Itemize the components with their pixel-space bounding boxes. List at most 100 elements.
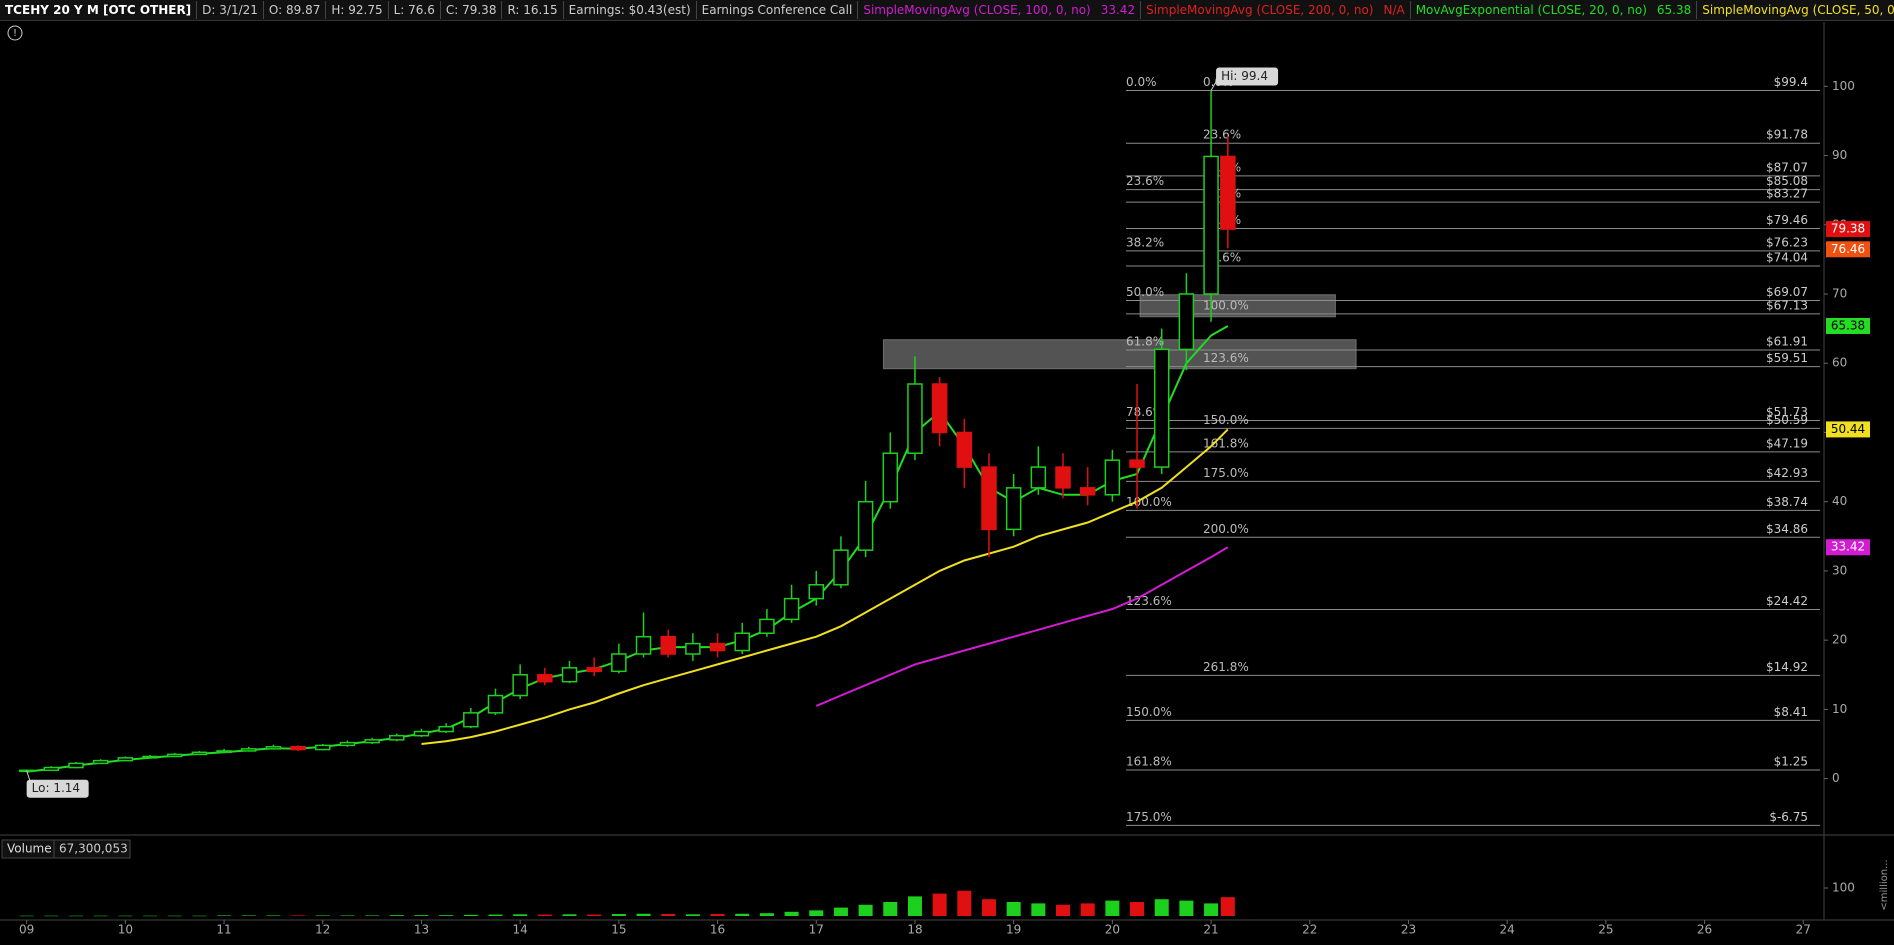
candle-body bbox=[438, 725, 454, 733]
study-reading: 33.42 bbox=[1096, 1, 1142, 19]
volume-bar bbox=[562, 914, 577, 916]
volume-bar bbox=[957, 890, 972, 916]
candle-body bbox=[487, 694, 504, 714]
volume-bar bbox=[69, 915, 83, 917]
x-tick-label: 26 bbox=[1697, 923, 1712, 937]
volume-bar bbox=[537, 914, 552, 916]
candle-body bbox=[907, 383, 923, 454]
alert-icon[interactable] bbox=[7, 25, 23, 41]
fib-percent-label: 38.2% bbox=[1126, 235, 1164, 249]
candle-body bbox=[1104, 459, 1121, 496]
candle-body bbox=[808, 584, 825, 600]
x-tick-label: 19 bbox=[1006, 923, 1021, 937]
candle-body bbox=[1153, 348, 1170, 468]
volume-bar bbox=[932, 893, 947, 916]
volume-bar bbox=[463, 914, 478, 916]
moving-average-line bbox=[421, 428, 1229, 745]
candle-body bbox=[1178, 293, 1195, 351]
fib-price-label: $47.19 bbox=[1766, 436, 1808, 450]
volume-unit: <million... bbox=[1879, 859, 1890, 910]
fib-percent-label: 100.0% bbox=[1126, 495, 1172, 509]
quote-field: C: 79.38 bbox=[441, 1, 503, 19]
volume-bar bbox=[365, 915, 380, 916]
lo-label: Lo: 1.14 bbox=[32, 781, 80, 795]
candle-body bbox=[734, 632, 750, 652]
x-tick-label: 25 bbox=[1598, 923, 1613, 937]
volume-bar bbox=[266, 915, 281, 916]
price-tag bbox=[1826, 539, 1870, 556]
volume-bar bbox=[587, 914, 602, 916]
candle-body bbox=[882, 452, 899, 503]
header-bar: TCEHY 20 Y M [OTC OTHER] D: 3/1/21 O: 89.… bbox=[0, 0, 1894, 21]
y-tick-label: 60 bbox=[1832, 356, 1847, 370]
price-tag bbox=[1826, 241, 1870, 258]
candle-body bbox=[43, 766, 60, 772]
volume-bar bbox=[340, 915, 355, 916]
fib-price-label: $85.08 bbox=[1766, 174, 1808, 188]
volume-bar bbox=[439, 915, 454, 916]
y-tick-label: 70 bbox=[1832, 287, 1847, 301]
candle-body bbox=[216, 750, 232, 754]
x-tick-label: 15 bbox=[611, 923, 626, 937]
candle-body bbox=[166, 753, 183, 758]
study-name[interactable]: SimpleMovingAvg (CLOSE, 100, 0, no) bbox=[863, 3, 1091, 17]
x-tick-label: 24 bbox=[1500, 923, 1515, 937]
volume-bar bbox=[784, 911, 799, 916]
x-tick-label: 16 bbox=[710, 923, 725, 937]
y-tick-label: 10 bbox=[1832, 702, 1847, 716]
volume-bar bbox=[118, 915, 133, 917]
volume-tick-label: 100 bbox=[1832, 881, 1855, 895]
candle-body bbox=[561, 667, 578, 683]
volume-title: Volume bbox=[7, 842, 52, 856]
candle-body bbox=[635, 635, 652, 655]
y-tick-label: 100 bbox=[1832, 79, 1855, 93]
x-tick-label: 10 bbox=[118, 923, 133, 937]
x-tick-label: 20 bbox=[1105, 923, 1120, 937]
volume-bar bbox=[883, 902, 898, 916]
fib-price-label: $79.46 bbox=[1766, 213, 1808, 227]
x-tick-label: 23 bbox=[1401, 923, 1416, 937]
quote-field[interactable]: Earnings Conference Call bbox=[697, 1, 859, 19]
study-name[interactable]: MovAvgExponential (CLOSE, 20, 0, no) bbox=[1415, 3, 1647, 17]
fib-price-label: $99.4 bbox=[1774, 75, 1808, 89]
zone bbox=[882, 339, 1357, 370]
volume-bar bbox=[315, 915, 330, 916]
alert-icon-mark: ! bbox=[13, 28, 17, 39]
candle-body bbox=[191, 751, 208, 756]
fib-percent-label: 175.0% bbox=[1126, 810, 1172, 824]
fib-percent-label: 161.8% bbox=[1203, 436, 1249, 450]
symbol[interactable]: TCEHY 20 Y M [OTC OTHER] bbox=[0, 1, 198, 19]
candle-body bbox=[685, 642, 701, 655]
volume-bar bbox=[389, 915, 404, 916]
volume-bar bbox=[685, 914, 700, 916]
fib-price-label: $61.91 bbox=[1766, 335, 1808, 349]
volume-bar bbox=[1056, 904, 1071, 916]
fib-price-label: $50.59 bbox=[1766, 413, 1808, 427]
candle-body bbox=[537, 674, 553, 683]
volume-bar bbox=[1080, 903, 1095, 916]
x-tick-label: 17 bbox=[809, 923, 824, 937]
fib-price-label: $87.07 bbox=[1766, 160, 1808, 174]
volume-bar bbox=[291, 915, 306, 916]
candle-body bbox=[709, 642, 726, 652]
candle-body bbox=[142, 755, 158, 759]
volume-current: 67,300,053 bbox=[59, 842, 128, 856]
x-tick-label: 12 bbox=[315, 923, 330, 937]
x-tick-label: 27 bbox=[1796, 923, 1811, 937]
fib-price-label: $34.86 bbox=[1766, 522, 1808, 536]
quote-field[interactable]: Earnings: $0.43(est) bbox=[564, 1, 697, 19]
volume-bar bbox=[1006, 902, 1021, 916]
fib-price-label: $74.04 bbox=[1766, 251, 1808, 265]
study-name[interactable]: SimpleMovingAvg (CLOSE, 50, 0, no) bbox=[1702, 3, 1894, 17]
candle-body bbox=[240, 748, 257, 752]
lo-label-box bbox=[26, 779, 89, 798]
volume-bar bbox=[414, 915, 429, 916]
background bbox=[0, 22, 1894, 945]
quote-field: O: 89.87 bbox=[264, 1, 327, 19]
volume-bar bbox=[1179, 900, 1194, 916]
fib-price-label: $38.74 bbox=[1766, 495, 1808, 509]
quote-field: D: 3/1/21 bbox=[197, 1, 264, 19]
study-name[interactable]: SimpleMovingAvg (CLOSE, 200, 0, no) bbox=[1146, 3, 1374, 17]
fib-price-label: $76.23 bbox=[1766, 235, 1808, 249]
candle-body bbox=[783, 597, 800, 621]
